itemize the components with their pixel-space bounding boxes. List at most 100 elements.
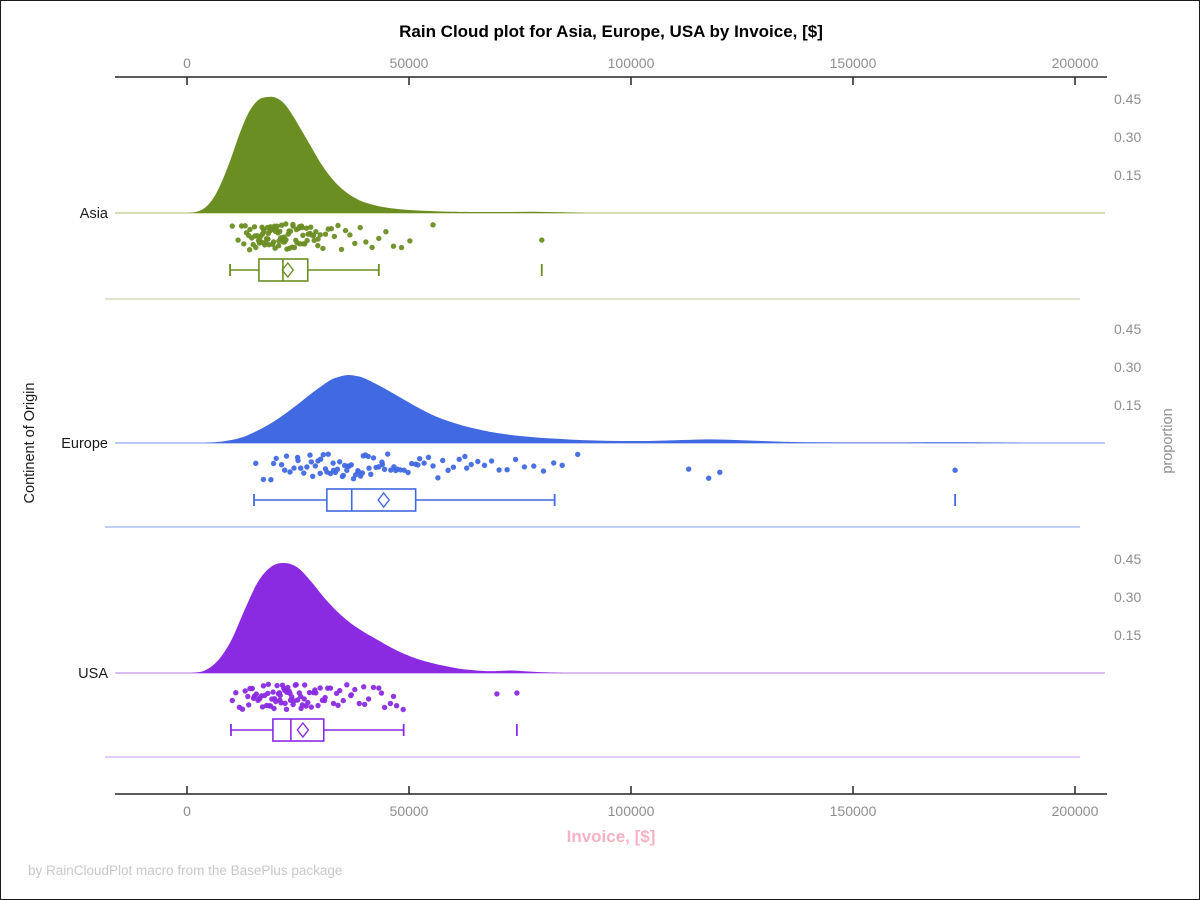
rain-point-europe bbox=[686, 466, 692, 472]
x-axis-title: Invoice, [$] bbox=[566, 827, 656, 846]
rain-point-usa bbox=[330, 700, 337, 707]
rain-point-usa bbox=[348, 692, 354, 698]
rain-point-asia bbox=[320, 245, 326, 252]
rain-point-usa bbox=[352, 686, 358, 693]
rain-point-usa bbox=[514, 690, 520, 696]
rain-point-europe bbox=[337, 459, 343, 465]
rain-point-usa bbox=[387, 700, 394, 707]
rain-point-europe bbox=[301, 470, 307, 476]
rain-point-europe bbox=[308, 459, 314, 465]
rain-point-usa bbox=[265, 681, 271, 687]
rain-point-asia bbox=[253, 244, 259, 251]
rain-point-asia bbox=[430, 222, 436, 228]
rain-point-usa bbox=[308, 704, 314, 710]
rain-point-europe bbox=[445, 467, 451, 473]
rain-point-asia bbox=[322, 231, 329, 237]
rain-point-usa bbox=[365, 696, 372, 702]
rain-point-europe bbox=[344, 467, 350, 473]
rain-point-europe bbox=[368, 471, 374, 477]
rain-point-usa bbox=[340, 697, 346, 704]
rain-point-usa bbox=[381, 704, 388, 711]
rain-point-usa bbox=[260, 683, 267, 689]
rain-point-asia bbox=[274, 223, 280, 229]
rain-point-asia bbox=[261, 228, 267, 235]
rain-point-europe bbox=[496, 467, 502, 473]
rain-point-europe bbox=[540, 468, 547, 474]
mean-diamond-usa bbox=[296, 721, 310, 739]
proportion-tick-label: 0.45 bbox=[1114, 321, 1141, 337]
rain-point-asia bbox=[310, 232, 317, 239]
rain-point-usa bbox=[322, 694, 328, 701]
rain-point-asia bbox=[283, 221, 289, 227]
proportion-tick-label: 0.15 bbox=[1114, 397, 1141, 413]
proportion-tick-label: 0.15 bbox=[1114, 627, 1141, 643]
rain-point-asia bbox=[287, 228, 294, 234]
rain-point-europe bbox=[717, 469, 723, 475]
rain-point-europe bbox=[575, 451, 581, 458]
rain-point-asia bbox=[304, 237, 310, 244]
rain-point-europe bbox=[430, 463, 436, 469]
rain-point-usa bbox=[378, 690, 385, 696]
rain-point-europe bbox=[260, 476, 267, 483]
rain-point-asia bbox=[315, 242, 321, 249]
footnote: by RainCloudPlot macro from the BasePlus… bbox=[28, 863, 343, 878]
rain-point-usa bbox=[270, 689, 276, 695]
rain-point-europe bbox=[312, 463, 318, 469]
top-axis-tick-label: 50000 bbox=[390, 55, 429, 71]
rain-point-europe bbox=[464, 465, 470, 471]
rain-point-asia bbox=[270, 239, 277, 245]
rain-point-usa bbox=[245, 693, 251, 700]
rain-point-asia bbox=[276, 243, 282, 249]
rain-point-usa bbox=[229, 697, 235, 704]
rain-point-asia bbox=[241, 241, 247, 247]
density-cloud-europe bbox=[204, 375, 1031, 443]
rain-point-usa bbox=[282, 700, 288, 706]
bottom-axis-tick-label: 150000 bbox=[830, 803, 877, 819]
rain-point-europe bbox=[417, 456, 423, 462]
rain-point-europe bbox=[273, 455, 279, 462]
rain-point-asia bbox=[335, 222, 341, 229]
rain-point-asia bbox=[265, 236, 271, 242]
rain-point-europe bbox=[282, 467, 288, 473]
rain-point-europe bbox=[317, 470, 323, 476]
rain-point-europe bbox=[952, 467, 958, 473]
rain-point-asia bbox=[338, 246, 345, 253]
proportion-tick-label: 0.15 bbox=[1114, 167, 1141, 183]
rain-point-europe bbox=[379, 461, 386, 468]
rain-point-europe bbox=[359, 470, 366, 476]
mean-diamond-asia bbox=[281, 261, 295, 279]
rain-point-usa bbox=[265, 690, 271, 697]
rain-point-europe bbox=[405, 469, 411, 476]
rain-point-asia bbox=[331, 233, 338, 240]
rain-point-usa bbox=[274, 682, 280, 689]
rain-point-europe bbox=[381, 466, 388, 472]
rain-point-europe bbox=[287, 469, 293, 475]
rain-point-europe bbox=[295, 457, 301, 464]
rain-point-asia bbox=[290, 223, 296, 229]
box-rect-usa bbox=[272, 718, 325, 742]
rain-point-asia bbox=[291, 244, 298, 251]
rain-point-usa bbox=[239, 706, 246, 712]
rain-point-europe bbox=[330, 460, 336, 466]
rain-point-asia bbox=[247, 226, 253, 233]
rain-point-usa bbox=[393, 703, 400, 709]
rain-point-usa bbox=[327, 685, 334, 691]
rain-point-europe bbox=[706, 475, 712, 481]
rain-point-usa bbox=[337, 687, 343, 694]
rain-point-europe bbox=[325, 451, 331, 457]
rain-point-europe bbox=[348, 462, 354, 468]
rain-point-europe bbox=[421, 460, 427, 466]
rain-point-usa bbox=[494, 691, 500, 697]
rain-point-asia bbox=[352, 240, 358, 247]
rain-point-europe bbox=[268, 477, 274, 483]
rain-point-usa bbox=[289, 694, 295, 700]
rain-point-asia bbox=[308, 224, 314, 230]
rain-point-usa bbox=[302, 682, 308, 688]
rain-point-usa bbox=[233, 690, 239, 696]
top-axis-tick-label: 100000 bbox=[608, 55, 655, 71]
rain-point-europe bbox=[385, 451, 391, 457]
rain-point-usa bbox=[335, 702, 341, 708]
rain-point-asia bbox=[390, 243, 397, 249]
rain-point-asia bbox=[407, 238, 413, 244]
proportion-tick-label: 0.30 bbox=[1114, 589, 1141, 605]
